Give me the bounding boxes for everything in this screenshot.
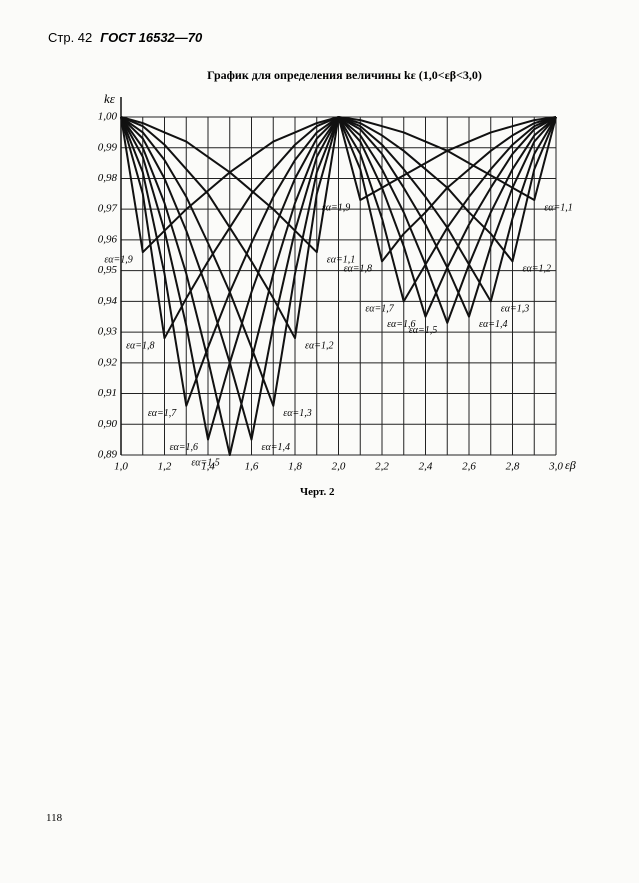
- series-label: εα=1,1: [544, 202, 572, 213]
- x-axis-label: εβ: [565, 458, 576, 472]
- series-label: εα=1,4: [479, 319, 507, 330]
- series-label: εα=1,6: [170, 442, 198, 453]
- series-label: εα=1,7: [148, 408, 177, 419]
- series-label: εα=1,6: [387, 319, 415, 330]
- x-tick-label: 1,8: [288, 461, 302, 473]
- y-axis-label: kε: [104, 91, 116, 106]
- series-label: εα=1,9: [104, 254, 132, 265]
- series-label: εα=1,9: [322, 202, 350, 213]
- header: Стр. 42 ГОСТ 16532—70: [48, 30, 202, 45]
- y-tick-label: 0,97: [98, 203, 118, 215]
- y-tick-label: 0,99: [98, 141, 118, 153]
- series-label: εα=1,2: [305, 341, 333, 352]
- x-tick-label: 3,0: [548, 461, 563, 473]
- y-tick-label: 0,98: [98, 172, 118, 184]
- series-line: [120, 116, 557, 254]
- caption: Черт. 2: [300, 486, 335, 498]
- y-tick-label: 0,93: [98, 326, 118, 338]
- y-tick-label: 0,90: [98, 418, 118, 430]
- y-tick-label: 0,89: [98, 449, 118, 461]
- series-label: εα=1,4: [262, 442, 290, 453]
- standard: ГОСТ 16532—70: [100, 30, 203, 45]
- series-label: εα=1,3: [283, 408, 311, 419]
- series-label: εα=1,3: [501, 304, 529, 315]
- y-tick-label: 0,91: [98, 387, 117, 399]
- y-tick-label: 0,94: [98, 295, 118, 307]
- page-ref: Стр. 42: [48, 30, 93, 45]
- x-tick-label: 2,8: [506, 461, 520, 473]
- x-tick-label: 2,0: [332, 461, 346, 473]
- series-label: εα=1,5: [409, 325, 437, 336]
- chart-title: График для определения величины kε (1,0<…: [207, 68, 482, 82]
- series-label: εα=1,2: [523, 264, 551, 275]
- x-tick-label: 2,2: [375, 461, 389, 473]
- x-tick-label: 2,4: [419, 461, 433, 473]
- page-number: 118: [46, 812, 63, 824]
- y-tick-label: 1,00: [98, 111, 118, 123]
- series-label: εα=1,8: [126, 341, 154, 352]
- series-label: εα=1,5: [191, 457, 219, 468]
- x-tick-label: 1,6: [245, 461, 259, 473]
- y-tick-label: 0,92: [98, 356, 118, 368]
- y-tick-label: 0,96: [98, 233, 118, 245]
- x-tick-label: 1,2: [158, 461, 172, 473]
- x-tick-label: 1,0: [114, 461, 128, 473]
- y-tick-label: 0,95: [98, 264, 118, 276]
- series-label: εα=1,7: [365, 304, 394, 315]
- series-label: εα=1,1: [327, 254, 355, 265]
- x-tick-label: 2,6: [462, 461, 476, 473]
- x-tick-label: 1,4: [201, 461, 215, 473]
- series-label: εα=1,8: [344, 264, 372, 275]
